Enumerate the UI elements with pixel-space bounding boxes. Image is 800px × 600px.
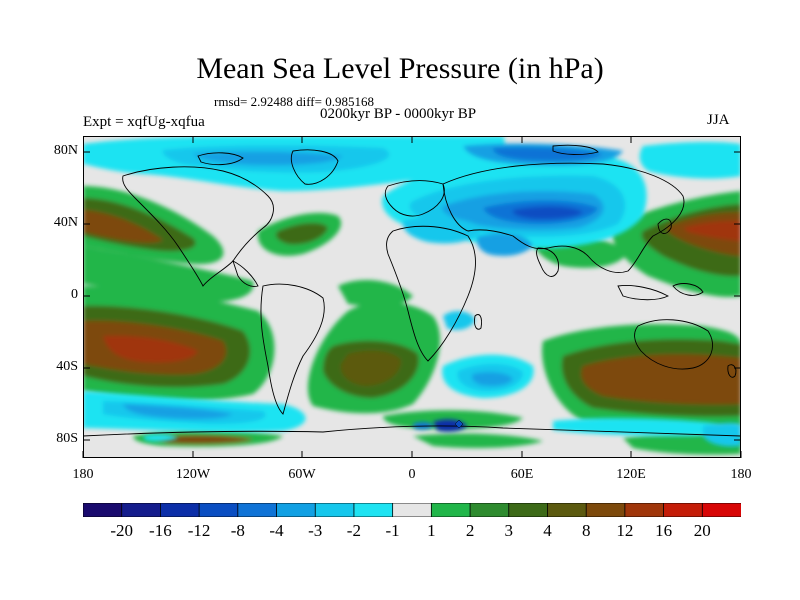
lat-label-80n: 80N [53,143,78,158]
stats-text: rmsd= 2.92488 diff= 0.985168 [214,94,374,109]
colorbar-swatch [430,503,471,517]
lat-label-40n: 40N [53,215,78,230]
lon-label-120w: 120W [175,467,211,482]
colorbar-label: -16 [149,521,172,540]
colorbar-swatch [392,503,433,517]
colorbar-swatch [701,503,741,517]
colorbar-swatch [585,503,626,517]
lon-label-0: 0 [408,467,416,482]
lat-label-80s: 80S [56,431,78,446]
period-text: 0200kyr BP - 0000kyr BP [320,106,477,122]
experiment-label: Expt = xqfUg-xqfua [83,114,205,130]
colorbar-label: -2 [346,521,361,540]
negative-anomaly-fields [83,136,741,447]
lon-label-180w: 180 [72,467,94,482]
colorbar-swatch [508,503,549,517]
colorbar-swatch [353,503,394,517]
colorbar-label: 1 [427,521,436,540]
colorbar-label: 16 [655,521,673,540]
positive-anomaly-fields [83,186,741,455]
colorbar-swatch [83,503,123,517]
colorbar-label: 12 [616,521,634,540]
lon-label-180e: 180 [730,467,752,482]
colorbar-swatch [160,503,201,517]
colorbar-label: 3 [504,521,514,540]
lon-label-60e: 60E [510,467,534,482]
lon-label-60w: 60W [288,467,316,482]
colorbar-label: -12 [187,521,211,540]
lat-label-0: 0 [71,287,78,302]
map-title: Mean Sea Level Pressure (in hPa) [196,52,604,85]
colorbar-swatch [198,503,239,517]
colorbar-swatch [314,503,355,517]
colorbar-label: 2 [465,521,475,540]
colorbar-swatch [237,503,278,517]
colorbar-label: -20 [110,521,134,540]
colorbar-swatch [469,503,510,517]
colorbar-label: -4 [269,521,284,540]
colorbar-label: 8 [581,521,591,540]
colorbar-swatch [121,503,162,517]
coastlines [83,144,741,437]
lat-label-40s: 40S [56,359,78,374]
anomaly-marker [454,419,464,429]
colorbar-swatch [663,503,704,517]
colorbar [83,503,741,517]
colorbar-label: -8 [230,521,245,540]
colorbar-label: 20 [693,521,711,540]
season-label: JJA [707,112,730,128]
lon-label-120e: 120E [616,467,646,482]
colorbar-label: -1 [385,521,400,540]
colorbar-swatch [547,503,588,517]
colorbar-label: -3 [308,521,323,540]
colorbar-swatch [276,503,317,517]
colorbar-swatch [624,503,665,517]
pressure-map [83,136,741,458]
colorbar-label: 4 [543,521,552,540]
